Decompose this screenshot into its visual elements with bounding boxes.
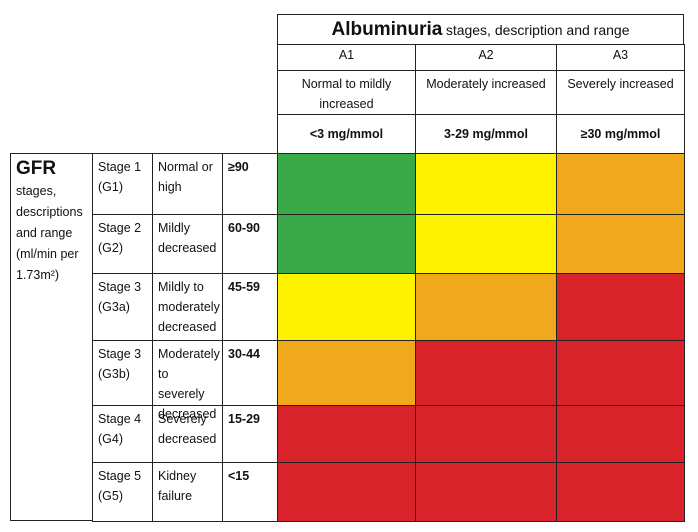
stage-description-cell: Normal or high: [152, 153, 223, 215]
column-range-cell: 3-29 mg/mmol: [415, 114, 557, 154]
column-description-cell: Moderately increased: [415, 70, 557, 115]
stage-code: (G5): [98, 489, 123, 503]
risk-cell: [556, 153, 685, 215]
stage-range-cell: ≥90: [222, 153, 278, 215]
stage-description-cell: Mildly decreased: [152, 214, 223, 274]
risk-cell: [277, 273, 416, 341]
stage-range-cell: 45-59: [222, 273, 278, 341]
column-description-cell: Normal to mildly increased: [277, 70, 416, 115]
column-code: A2: [478, 48, 494, 62]
header-subtitle: stages, description and range: [445, 22, 630, 38]
risk-cell: [556, 273, 685, 341]
stage-code: (G2): [98, 241, 123, 255]
stage-cell: Stage 3 (G3a): [92, 273, 153, 341]
stage-range-cell: 30-44: [222, 340, 278, 406]
risk-cell: [415, 340, 557, 406]
column-code-cell: A3: [556, 44, 685, 71]
stage-description: Mildly decreased: [158, 221, 217, 255]
stage-name: Stage 2: [98, 221, 142, 235]
stage-range: 30-44: [228, 347, 260, 361]
stage-code: (G3a): [98, 300, 130, 314]
risk-cell: [415, 153, 557, 215]
stage-cell: Stage 3 (G3b): [92, 340, 153, 406]
stage-name: Stage 4: [98, 412, 142, 426]
stage-description-cell: Kidney failure: [152, 462, 223, 522]
stage-description: Severely decreased: [158, 412, 217, 446]
stage-name: Stage 3: [98, 347, 142, 361]
stage-code: (G1): [98, 180, 123, 194]
stage-name: Stage 3: [98, 280, 142, 294]
column-description: Moderately increased: [426, 77, 546, 91]
header-title: Albuminuria: [331, 19, 443, 40]
stage-description-cell: Severely decreased: [152, 405, 223, 463]
risk-cell: [415, 462, 557, 522]
column-code: A3: [612, 48, 629, 62]
column-code: A1: [338, 48, 355, 62]
column-range-cell: <3 mg/mmol: [277, 114, 416, 154]
column-description: Normal to mildly increased: [301, 77, 392, 111]
column-description-cell: Severely increased: [556, 70, 685, 115]
column-description: Severely increased: [567, 77, 674, 91]
stage-name: Stage 5: [98, 469, 142, 483]
stage-description: Mildly to moderately decreased: [158, 280, 220, 334]
stage-description-cell: Moderately to severely decreased: [152, 340, 223, 421]
risk-cell: [277, 462, 416, 522]
column-range-cell: ≥30 mg/mmol: [556, 114, 685, 154]
stage-range: 45-59: [228, 280, 260, 294]
column-range: 3-29 mg/mmol: [443, 127, 529, 141]
column-code-cell: A1: [277, 44, 416, 71]
stage-range-cell: <15: [222, 462, 278, 522]
risk-cell: [277, 214, 416, 274]
risk-cell: [556, 462, 685, 522]
stage-code: (G4): [98, 432, 123, 446]
stage-cell: Stage 5 (G5): [92, 462, 153, 522]
stage-cell: Stage 2 (G2): [92, 214, 153, 274]
risk-cell: [415, 214, 557, 274]
gfr-label-cell: GFR stages, descriptions and range (ml/mi…: [10, 153, 93, 521]
stage-description: Normal or high: [158, 160, 213, 194]
risk-cell: [277, 340, 416, 406]
risk-cell: [277, 153, 416, 215]
stage-range: 60-90: [228, 221, 260, 235]
stage-range-cell: 15-29: [222, 405, 278, 463]
stage-description-cell: Mildly to moderately decreased: [152, 273, 223, 341]
stage-cell: Stage 4 (G4): [92, 405, 153, 463]
gfr-title: GFR: [16, 158, 57, 179]
column-range: <3 mg/mmol: [309, 127, 384, 141]
stage-range: 15-29: [228, 412, 260, 426]
stage-name: Stage 1: [98, 160, 142, 174]
gfr-subtitle: stages, descriptions and range (ml/min p…: [16, 184, 83, 282]
risk-cell: [556, 214, 685, 274]
stage-cell: Stage 1 (G1): [92, 153, 153, 215]
stage-description: Kidney failure: [158, 469, 197, 503]
risk-cell: [277, 405, 416, 463]
risk-cell: [415, 405, 557, 463]
stage-range-cell: 60-90: [222, 214, 278, 274]
column-code-cell: A2: [415, 44, 557, 71]
header-title-cell: Albuminuria stages, description and rang…: [277, 14, 684, 45]
stage-range: ≥90: [228, 160, 249, 174]
stage-range: <15: [228, 469, 250, 483]
risk-cell: [415, 273, 557, 341]
risk-cell: [556, 405, 685, 463]
stage-description: Moderately to severely decreased: [158, 347, 220, 421]
column-range: ≥30 mg/mmol: [580, 127, 661, 141]
risk-cell: [556, 340, 685, 406]
stage-code: (G3b): [98, 367, 130, 381]
